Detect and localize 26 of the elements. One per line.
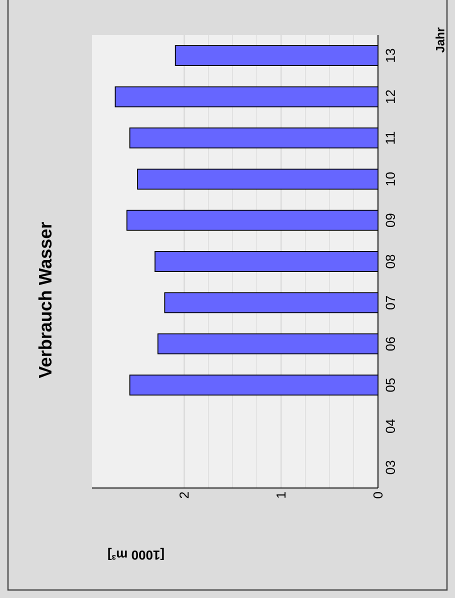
- x-tick-label: 1: [276, 492, 286, 498]
- y-tick-label: 03: [386, 460, 395, 474]
- y-tick-label: 07: [386, 296, 395, 310]
- y-tick-label: 11: [386, 132, 395, 144]
- bar: [154, 251, 378, 272]
- y-tick-label: 10: [386, 172, 395, 186]
- y-tick-label: 04: [386, 419, 395, 433]
- bar: [129, 374, 378, 396]
- bar: [174, 45, 378, 66]
- bar: [126, 210, 378, 231]
- bar: [114, 86, 378, 108]
- y-tick-label: 13: [386, 48, 395, 62]
- bar: [157, 333, 378, 354]
- x-axis-title: [1000 m³]: [108, 548, 164, 560]
- y-tick-label: 12: [386, 90, 395, 104]
- x-tick-label: 2: [180, 492, 189, 498]
- y-tick-label: 09: [386, 214, 395, 228]
- text: Verbrauch Wasser: [38, 222, 52, 378]
- y-tick-label: 06: [386, 337, 395, 351]
- bar: [164, 292, 378, 314]
- x-tick-label: 0: [373, 492, 383, 498]
- y-tick-label: 05: [386, 378, 395, 392]
- bar: [137, 168, 378, 190]
- bar: [129, 128, 378, 148]
- y-axis-title: Jahr: [436, 28, 444, 52]
- y-tick-label: 08: [386, 254, 395, 268]
